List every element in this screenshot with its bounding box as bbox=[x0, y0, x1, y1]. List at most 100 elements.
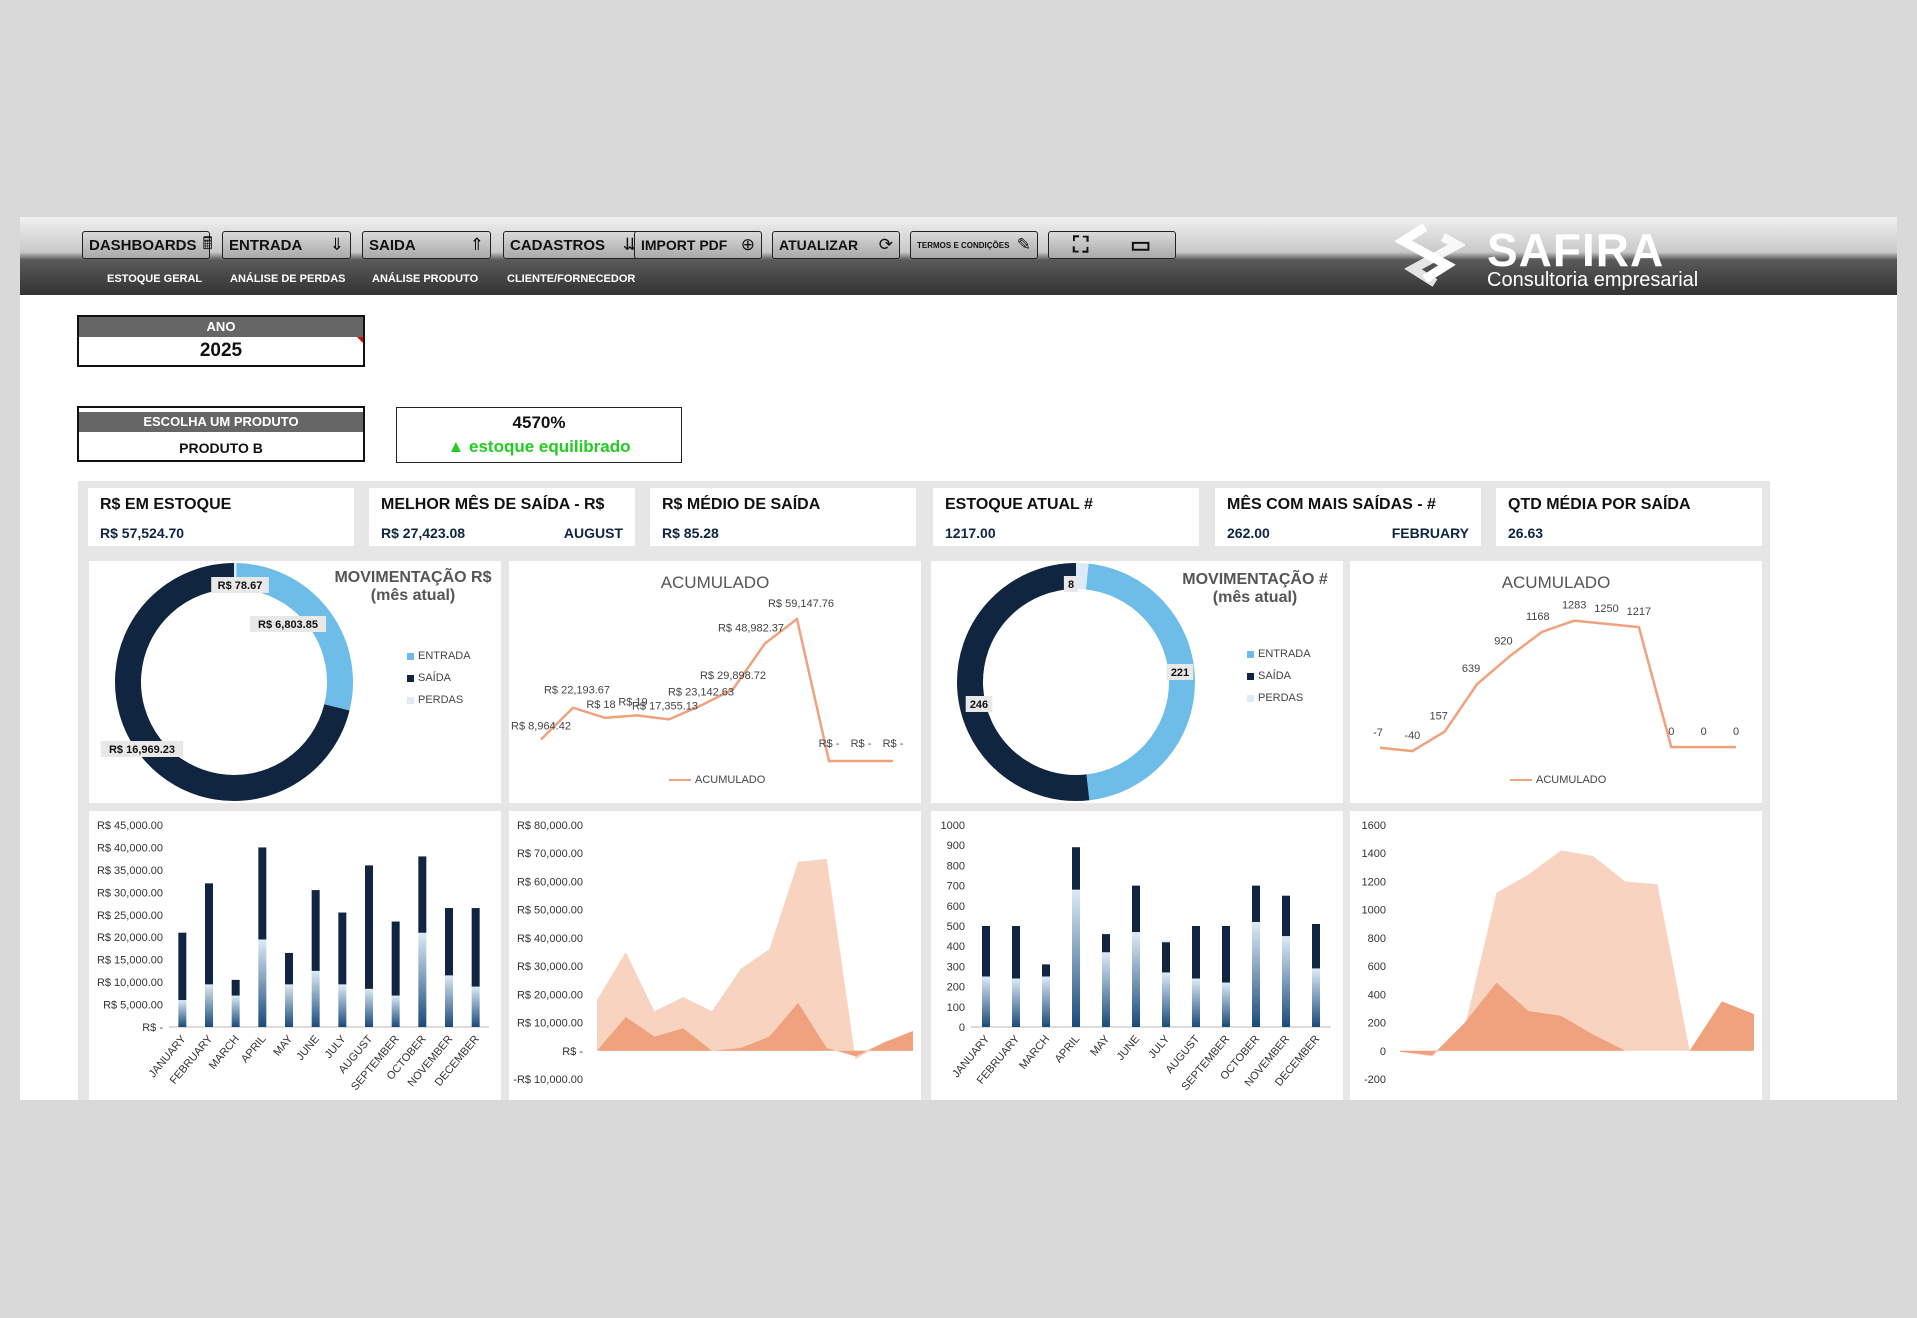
bar-entrada bbox=[445, 975, 453, 1027]
chart-title: ACUMULADO bbox=[1501, 573, 1611, 592]
bar-saida bbox=[1312, 923, 1320, 969]
data-label: R$ 8,964.42 bbox=[511, 720, 571, 732]
legend-swatch-acumulado bbox=[1510, 779, 1532, 781]
data-label: R$ - bbox=[883, 738, 904, 750]
bar-entrada bbox=[418, 932, 427, 1027]
donut-chart-value: R$ 6,803.85 R$ 16,969.23 R$ 78.67 MOVIMENT… bbox=[89, 561, 501, 803]
legend-label: PERDAS bbox=[418, 694, 464, 706]
kpi-card: QTD MÉDIA POR SAÍDA 26.63 bbox=[1496, 488, 1762, 546]
kpi-value: R$ 57,524.70 bbox=[100, 525, 185, 541]
y-tick-label: 1200 bbox=[1362, 876, 1386, 888]
y-tick-label: R$ 50,000.00 bbox=[517, 905, 583, 917]
product-selector[interactable]: ESCOLHA UM PRODUTO PRODUTO B bbox=[77, 406, 365, 462]
entrada-button[interactable]: ENTRADA ⇓ bbox=[222, 231, 351, 259]
y-tick-label: 500 bbox=[947, 921, 965, 933]
cadastros-button[interactable]: CADASTROS ⇊ bbox=[503, 231, 644, 259]
bar-entrada bbox=[1012, 978, 1020, 1027]
y-tick-label: R$ - bbox=[562, 1046, 583, 1058]
bar-saida bbox=[365, 865, 373, 989]
legend-label: ACUMULADO bbox=[1536, 774, 1607, 786]
bar-saida bbox=[445, 908, 453, 976]
bar-saida bbox=[1072, 847, 1080, 890]
data-label: 1283 bbox=[1562, 600, 1586, 612]
monitor-icon[interactable]: ▭ bbox=[1130, 232, 1152, 257]
legend-label: ENTRADA bbox=[1258, 648, 1311, 660]
y-tick-label: 900 bbox=[947, 840, 965, 852]
saida-button[interactable]: SAIDA ⇑ bbox=[362, 231, 491, 259]
data-label-bg bbox=[1063, 576, 1079, 592]
dashboard-window: DASHBOARDS 🖩 ENTRADA ⇓ SAIDA ⇑ CADASTROS ⇊ I… bbox=[20, 217, 1897, 1100]
menu-estoque-geral[interactable]: ESTOQUE GERAL bbox=[107, 273, 203, 285]
bar-saida bbox=[231, 979, 240, 996]
year-selector[interactable]: ANO 2025 bbox=[77, 315, 365, 367]
termos-button[interactable]: TERMOS E CONDIÇÕES ✎ bbox=[910, 231, 1038, 259]
import-pdf-button[interactable]: IMPORT PDF ⊕ bbox=[634, 231, 762, 259]
y-tick-label: 300 bbox=[947, 961, 965, 973]
menu-analise-perdas[interactable]: ANÁLISE DE PERDAS bbox=[230, 273, 346, 285]
legend-swatch-entrada bbox=[407, 652, 414, 660]
bar-saida bbox=[1132, 885, 1140, 933]
kpi-value: R$ 85.28 bbox=[662, 525, 719, 541]
product-label: ESCOLHA UM PRODUTO bbox=[79, 412, 363, 432]
data-label: 1250 bbox=[1594, 603, 1618, 615]
data-label: R$ 19 bbox=[618, 696, 647, 708]
area-chart-quantity: -200 0 200 400 600 800 1000 1200 1400 1600 bbox=[1350, 811, 1762, 1100]
document-edit-icon: ✎ bbox=[1016, 235, 1031, 254]
chart-legend: ACUMULADO bbox=[1510, 769, 1606, 791]
bar-saida bbox=[258, 847, 267, 940]
bar-saida bbox=[1162, 942, 1170, 973]
data-label-bg bbox=[100, 741, 184, 757]
legend-swatch-entrada bbox=[1247, 650, 1254, 658]
kpi-title: QTD MÉDIA POR SAÍDA bbox=[1508, 496, 1691, 513]
bar-entrada bbox=[391, 995, 400, 1027]
atualizar-button[interactable]: ATUALIZAR ⟳ bbox=[772, 231, 900, 259]
line-chart-value: R$ 8,964.42 R$ 22,193.67 R$ 18 R$ 19 R$ 17,3… bbox=[509, 561, 921, 803]
bar-entrada bbox=[311, 970, 320, 1027]
bar-entrada bbox=[982, 976, 990, 1027]
area-saldo bbox=[597, 1002, 913, 1057]
y-tick-label: 100 bbox=[947, 1002, 965, 1014]
y-tick-label: 0 bbox=[1380, 1046, 1386, 1058]
data-label: 246 bbox=[970, 699, 988, 711]
legend-label: PERDAS bbox=[1258, 692, 1304, 704]
bar-entrada bbox=[178, 1000, 187, 1027]
series-line bbox=[540, 616, 893, 763]
toolbar: DASHBOARDS 🖩 ENTRADA ⇓ SAIDA ⇑ CADASTROS ⇊ I… bbox=[20, 217, 1897, 295]
year-value: 2025 bbox=[199, 340, 243, 361]
menu-analise-produto[interactable]: ANÁLISE PRODUTO bbox=[372, 273, 479, 285]
kpi-card: ESTOQUE ATUAL # 1217.00 bbox=[933, 488, 1199, 546]
legend-swatch-perdas bbox=[1247, 694, 1254, 702]
data-label: R$ - bbox=[819, 738, 840, 750]
y-tick-label: R$ 40,000.00 bbox=[517, 933, 583, 945]
y-tick-label: -200 bbox=[1364, 1074, 1386, 1086]
legend-swatch-acumulado bbox=[669, 779, 691, 781]
y-tick-label: 1000 bbox=[941, 820, 965, 832]
data-label-bg bbox=[211, 577, 269, 593]
data-label: R$ 6,803.85 bbox=[258, 619, 318, 631]
y-tick-label: 400 bbox=[1368, 989, 1386, 1001]
data-label: 0 bbox=[1668, 726, 1674, 738]
x-tick-label: APRIL bbox=[239, 1033, 269, 1065]
logo: SAFIRA Consultoria empresarial bbox=[1375, 221, 1715, 293]
kpi-value: 1217.00 bbox=[945, 525, 996, 541]
bar-entrada bbox=[1162, 972, 1170, 1027]
data-label: R$ 29,898.72 bbox=[700, 670, 766, 682]
bar-entrada bbox=[365, 988, 373, 1027]
kpi-title: R$ EM ESTOQUE bbox=[100, 496, 232, 513]
donut-chart-quantity: 221 246 8 MOVIMENTAÇÃO # (mês atual) ENTRAD… bbox=[931, 561, 1343, 803]
dashboards-button[interactable]: DASHBOARDS 🖩 bbox=[82, 231, 213, 259]
y-tick-label: 0 bbox=[959, 1022, 965, 1034]
y-tick-label: 600 bbox=[947, 901, 965, 913]
x-tick-label: MAY bbox=[271, 1033, 295, 1059]
download-icon: ⇊ bbox=[622, 235, 637, 254]
y-tick-label: R$ 15,000.00 bbox=[97, 955, 163, 967]
menu-cliente-fornecedor[interactable]: CLIENTE/FORNECEDOR bbox=[507, 273, 636, 285]
donut-chart-quantity-svg: 221 246 8 bbox=[957, 563, 1195, 801]
series-line bbox=[1379, 619, 1736, 753]
year-label: ANO bbox=[79, 317, 363, 337]
y-tick-label: R$ 10,000.00 bbox=[97, 977, 163, 989]
y-tick-label: R$ 30,000.00 bbox=[97, 887, 163, 899]
area-chart-value: -R$ 10,000.00 R$ - R$ 10,000.00 R$ 20,000.0… bbox=[509, 811, 921, 1100]
y-tick-label: 600 bbox=[1368, 961, 1386, 973]
fullscreen-icon[interactable]: ⛶ bbox=[1072, 232, 1089, 257]
